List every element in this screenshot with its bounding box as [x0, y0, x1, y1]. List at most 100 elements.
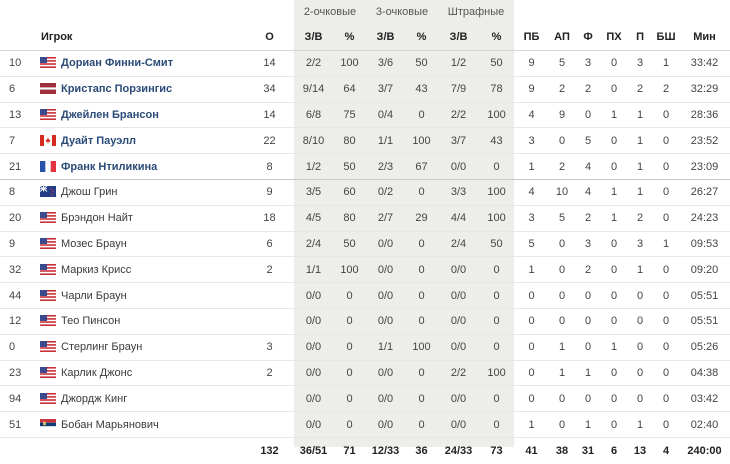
- col-three-made[interactable]: З/В: [366, 24, 405, 51]
- player-name-link[interactable]: Мозес Браун: [61, 237, 127, 250]
- stat-two-m: 8/10: [294, 127, 333, 155]
- col-blk[interactable]: БШ: [653, 24, 680, 51]
- stat-two-p: 50: [333, 231, 366, 258]
- stat-reb: 1: [514, 411, 550, 438]
- stat-min: 28:36: [679, 102, 730, 129]
- col-reb[interactable]: ПБ: [514, 24, 550, 51]
- stat-ft-m: 2/4: [438, 231, 479, 258]
- stat-ft-p: 50: [479, 231, 515, 258]
- usa-flag-icon: [40, 341, 56, 353]
- stat-blk: 2: [653, 76, 680, 103]
- stat-tov: 0: [627, 385, 654, 413]
- stat-ft-p: 0: [479, 282, 515, 309]
- col-stl[interactable]: ПХ: [601, 24, 628, 51]
- col-ft-made[interactable]: З/В: [438, 24, 479, 51]
- table-row: 51 Бобан Марьянович 0/0 0 0/0 0 0/0 0 1 0 1 0 1 0 02:4…: [0, 411, 730, 438]
- player-name-link[interactable]: Карлик Джонс: [61, 366, 133, 379]
- totals-stl: 6: [610, 444, 618, 457]
- table-row: 7 Дуайт Пауэлл 22 8/10 80 1/1 100 3/7 43 3 0 5 0 1 0 23…: [0, 127, 730, 155]
- col-pts[interactable]: О: [245, 24, 294, 51]
- player-name-link[interactable]: Брэндон Найт: [61, 212, 133, 225]
- stat-ft-p: 100: [479, 205, 515, 232]
- col-num: [0, 24, 30, 51]
- col-player[interactable]: Игрок: [30, 24, 245, 51]
- stat-three-p: 0: [405, 231, 438, 258]
- stat-three-p: 0: [405, 411, 438, 438]
- col-two-made[interactable]: З/В: [294, 24, 333, 51]
- stat-three-p: 0: [405, 308, 438, 335]
- stat-stl: 0: [601, 411, 628, 438]
- totals-pts: 132: [260, 444, 279, 457]
- col-min[interactable]: Мин: [679, 24, 730, 51]
- player-number: 8: [0, 179, 30, 206]
- player-name-link[interactable]: Франк Нтиликина: [61, 160, 158, 173]
- stat-min: 03:42: [679, 385, 730, 413]
- player-name-link[interactable]: Джейлен Брансон: [61, 108, 159, 121]
- player-name-link[interactable]: Дориан Финни-Смит: [61, 57, 174, 70]
- group-empty: [0, 0, 294, 24]
- stat-stl: 0: [601, 50, 628, 77]
- stat-two-p: 0: [333, 334, 366, 361]
- player-name-link[interactable]: Джордж Кинг: [61, 392, 128, 405]
- stat-tov: 0: [627, 308, 654, 335]
- usa-flag-icon: [40, 237, 56, 249]
- col-pf[interactable]: Ф: [575, 24, 602, 51]
- stat-three-p: 50: [405, 50, 438, 77]
- stat-two-m: 3/5: [294, 179, 333, 206]
- player-name-link[interactable]: Бобан Марьянович: [61, 418, 159, 431]
- stat-three-p: 100: [405, 334, 438, 361]
- col-ast[interactable]: АП: [549, 24, 576, 51]
- stat-two-m: 9/14: [294, 76, 333, 103]
- player-cell: Франк Нтиликина: [30, 153, 245, 180]
- stat-min: 05:51: [679, 282, 730, 309]
- stat-min: 33:42: [679, 50, 730, 77]
- stat-min: 09:20: [679, 256, 730, 284]
- stat-stl: 1: [601, 102, 628, 129]
- stat-stl: 0: [601, 256, 628, 284]
- stat-three-m: 0/0: [366, 385, 405, 413]
- player-name-link[interactable]: Стерлинг Браун: [61, 341, 143, 354]
- stat-reb: 0: [514, 308, 550, 335]
- stat-blk: 0: [653, 179, 680, 206]
- col-tov[interactable]: П: [627, 24, 654, 51]
- stat-reb: 4: [514, 179, 550, 206]
- stat-pf: 0: [575, 334, 602, 361]
- player-cell: Тео Пинсон: [30, 308, 245, 335]
- stat-two-p: 0: [333, 411, 366, 438]
- player-name-link[interactable]: Кристапс Порзингис: [61, 83, 173, 96]
- stat-reb: 9: [514, 76, 550, 103]
- stat-reb: 4: [514, 102, 550, 129]
- player-name-link[interactable]: Чарли Браун: [61, 289, 127, 302]
- stat-blk: 1: [653, 50, 680, 77]
- stat-ft-p: 0: [479, 256, 515, 284]
- stat-min: 09:53: [679, 231, 730, 258]
- col-two-pct[interactable]: %: [333, 24, 366, 51]
- canada-flag-icon: [40, 134, 56, 146]
- stat-blk: 0: [653, 385, 680, 413]
- group-header-row: 2-очковые 3-очковые Штрафные: [0, 0, 730, 24]
- stat-pf: 0: [575, 308, 602, 335]
- stat-reb: 0: [514, 282, 550, 309]
- stat-pf: 3: [575, 231, 602, 258]
- stat-three-m: 0/0: [366, 231, 405, 258]
- player-name-link[interactable]: Тео Пинсон: [61, 315, 121, 328]
- player-number: 12: [0, 308, 30, 335]
- stat-ft-m: 0/0: [438, 308, 479, 335]
- col-three-pct[interactable]: %: [405, 24, 438, 51]
- stat-ft-p: 0: [479, 411, 515, 438]
- stat-min: 24:23: [679, 205, 730, 232]
- stat-pts: 34: [245, 76, 294, 103]
- stat-two-p: 80: [333, 127, 366, 155]
- stat-tov: 1: [627, 256, 654, 284]
- player-name-link[interactable]: Дуайт Пауэлл: [61, 134, 137, 147]
- stat-three-m: 0/4: [366, 102, 405, 129]
- player-name-link[interactable]: Джош Грин: [61, 186, 118, 199]
- stat-blk: 0: [653, 205, 680, 232]
- stat-ast: 0: [549, 256, 576, 284]
- stat-ft-p: 100: [479, 179, 515, 206]
- stat-reb: 9: [514, 50, 550, 77]
- stat-reb: 0: [514, 360, 550, 387]
- col-ft-pct[interactable]: %: [479, 24, 515, 51]
- stat-stl: 1: [601, 205, 628, 232]
- player-name-link[interactable]: Маркиз Крисс: [61, 263, 132, 276]
